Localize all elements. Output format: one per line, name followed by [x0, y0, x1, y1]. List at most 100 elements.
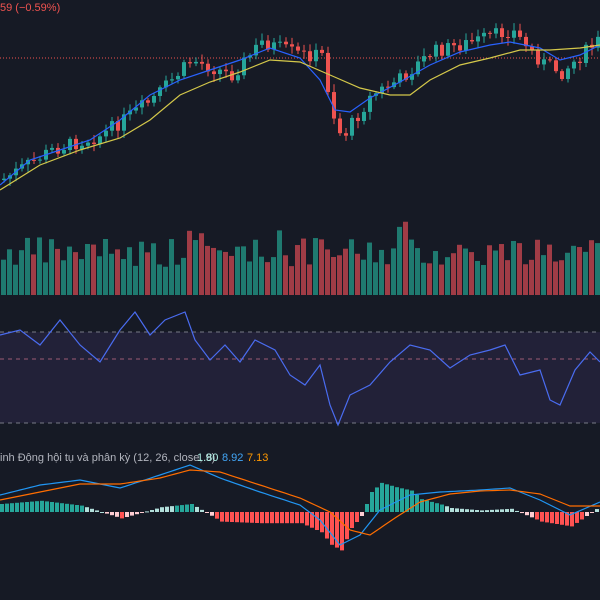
volume-bar [379, 249, 384, 295]
candle-body [236, 75, 240, 81]
volume-bar [199, 233, 204, 295]
macd-histogram-bar [515, 510, 519, 512]
macd-histogram-bar [5, 503, 9, 512]
volume-bar [13, 264, 18, 295]
volume-bar [493, 250, 498, 295]
volume-bar [523, 264, 528, 295]
candle-body [320, 49, 324, 53]
macd-histogram-bar [250, 512, 254, 523]
volume-bar [109, 253, 114, 295]
candle-body [290, 44, 294, 47]
volume-bar [505, 260, 510, 295]
volume-bar [433, 251, 438, 295]
volume-bar [181, 257, 186, 295]
rsi-band [0, 332, 600, 423]
macd-histogram-bar [525, 512, 529, 516]
candle-body [548, 59, 552, 61]
macd-histogram-bar [15, 502, 19, 512]
candle-body [224, 69, 228, 72]
volume-bar [427, 263, 432, 295]
macd-histogram-bar [425, 500, 429, 512]
volume-bar [469, 252, 474, 295]
macd-histogram-bar [570, 512, 574, 527]
volume-bar [319, 239, 324, 295]
volume-bar [19, 250, 24, 295]
macd-histogram-bar [520, 512, 524, 514]
rsi-line [0, 310, 600, 427]
volume-bar [367, 242, 372, 295]
volume-bar [529, 259, 534, 295]
macd-histogram-bar [245, 512, 249, 523]
macd-histogram-bar [430, 501, 434, 512]
macd-histogram-bar [340, 512, 344, 551]
volume-bar [445, 257, 450, 295]
macd-histogram-bar [45, 501, 49, 512]
candle-body [458, 45, 462, 51]
volume-bar [481, 264, 486, 295]
volume-bar [559, 260, 564, 295]
volume-bar [85, 244, 90, 295]
candle-body [32, 159, 36, 161]
candle-body [146, 100, 150, 103]
macd-histogram-bar [210, 512, 214, 516]
volume-bar [7, 249, 12, 295]
macd-histogram-bar [100, 512, 104, 513]
volume-bar [1, 259, 6, 295]
macd-histogram-bar [535, 512, 539, 520]
macd-histogram-bar [110, 512, 114, 516]
macd-histogram-bar [145, 511, 149, 513]
macd-histogram-bar [255, 512, 259, 523]
macd-histogram-bar [140, 512, 144, 513]
macd-histogram-bar [80, 505, 84, 512]
candle-body [566, 68, 570, 79]
candle-body [254, 44, 258, 56]
macd-histogram-bar [560, 512, 564, 525]
macd-histogram-bar [390, 485, 394, 512]
volume-bar [451, 253, 456, 295]
macd-histogram-bar [35, 501, 39, 512]
macd-histogram-bar [585, 512, 589, 516]
volume-bar [157, 264, 162, 295]
volume-bar [145, 252, 150, 295]
macd-histogram-bar [220, 512, 224, 522]
macd-histogram-bar [10, 503, 14, 512]
macd-histogram-bar [85, 507, 89, 512]
macd-histogram-bar [285, 512, 289, 524]
volume-pane [1, 221, 600, 295]
candle-body [74, 138, 78, 150]
candle-body [386, 86, 390, 88]
volume-bar [313, 238, 318, 295]
volume-bar [259, 256, 264, 295]
macd-histogram-bar [555, 512, 559, 524]
macd-histogram-bar [575, 512, 579, 523]
macd-histogram-bar [230, 512, 234, 522]
macd-histogram-bar [365, 504, 369, 512]
volume-bar [211, 247, 216, 295]
volume-bar [223, 251, 228, 295]
candle-body [86, 142, 90, 146]
volume-bar [67, 246, 72, 295]
macd-histogram-bar [295, 512, 299, 524]
candle-body [434, 44, 438, 57]
volume-bar [241, 246, 246, 295]
candle-body [506, 37, 510, 39]
candle-body [452, 43, 456, 46]
volume-bar [463, 248, 468, 295]
volume-bar [541, 255, 546, 295]
candle-body [2, 178, 6, 180]
candle-body [362, 111, 366, 122]
volume-bar [115, 249, 120, 295]
candle-body [122, 114, 126, 131]
macd-histogram-bar [20, 502, 24, 512]
candle-body [194, 61, 198, 64]
candle-body [560, 71, 564, 79]
macd-histogram-bar [150, 510, 154, 512]
candle-body [170, 79, 174, 81]
volume-bar [277, 230, 282, 295]
volume-bar [73, 252, 78, 295]
candle-body [92, 142, 96, 144]
volume-bar [577, 247, 582, 295]
volume-bar [565, 252, 570, 295]
ma-fast [0, 41, 600, 186]
candle-body [500, 28, 504, 38]
